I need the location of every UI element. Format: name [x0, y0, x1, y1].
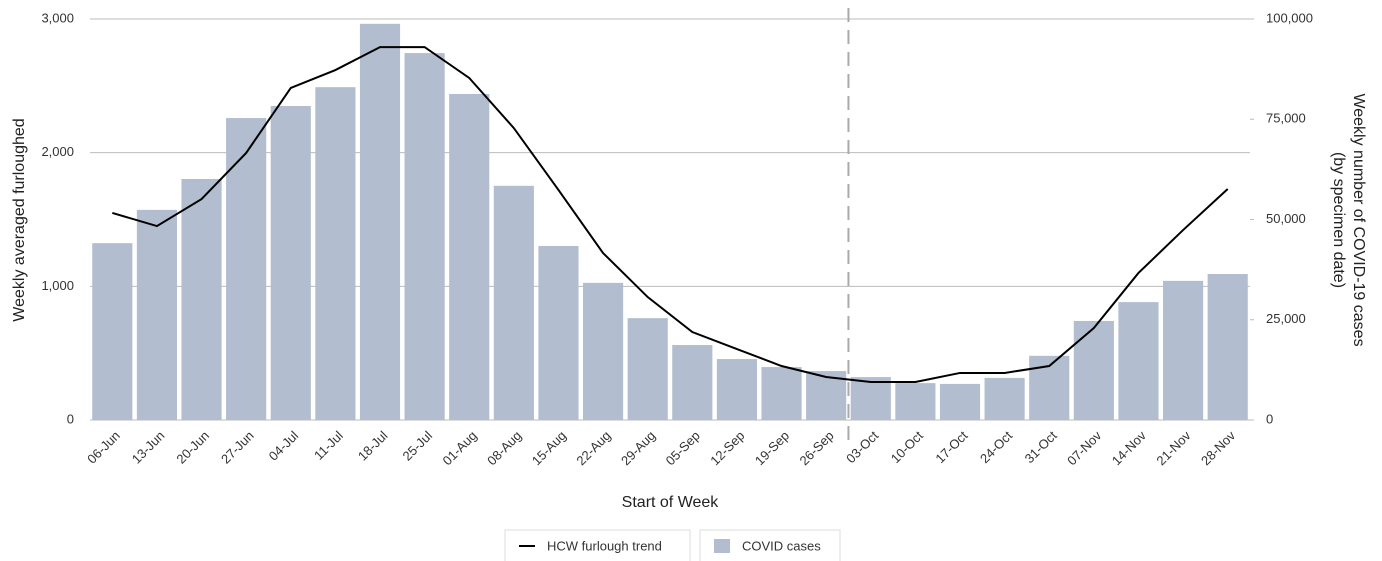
x-axis-title: Start of Week: [622, 494, 720, 511]
bar: [404, 53, 445, 421]
line: [112, 46, 1229, 384]
x-tick-label: 29-Aug: [618, 428, 658, 468]
x-tick-label: 08-Aug: [484, 428, 524, 468]
bar: [449, 93, 490, 420]
bar: [226, 118, 267, 420]
y2-axis-title: (by specimen date): [1330, 152, 1347, 288]
x-tick-label: 25-Jul: [400, 428, 436, 464]
bar: [850, 377, 891, 420]
x-tick-label: 21-Nov: [1153, 428, 1194, 469]
bar: [315, 87, 356, 421]
bar: [895, 383, 936, 420]
bar: [270, 106, 311, 420]
bar: [761, 367, 802, 420]
bar: [984, 377, 1025, 420]
bar: [1207, 274, 1248, 420]
x-tick-label: 01-Aug: [440, 428, 480, 468]
bar: [627, 318, 668, 420]
x-tick-label: 14-Nov: [1109, 428, 1150, 469]
x-tick-label: 17-Oct: [932, 428, 970, 466]
bar: [1118, 302, 1159, 420]
x-tick-label: 26-Sep: [796, 428, 836, 468]
y-tick-label: 1,000: [41, 278, 74, 293]
x-tick-label: 06-Jun: [84, 428, 123, 467]
y-tick-label: 0: [67, 411, 74, 426]
y2-tick-label: 0: [1266, 411, 1273, 426]
bar: [493, 185, 534, 420]
legend-box: [504, 529, 691, 561]
bar: [1163, 280, 1204, 420]
legend-label: COVID cases: [742, 538, 821, 553]
bar: [181, 178, 222, 420]
x-tick-label: 15-Aug: [529, 428, 569, 468]
y2-tick-label: 100,000: [1266, 10, 1313, 25]
x-tick-label: 04-Jul: [266, 428, 302, 464]
x-tick-label: 18-Jul: [355, 428, 391, 464]
x-tick-label: 31-Oct: [1022, 428, 1060, 466]
x-tick-label: 13-Jun: [129, 428, 168, 467]
bar: [939, 383, 981, 420]
bar: [538, 245, 579, 420]
x-tick-label: 24-Oct: [977, 428, 1015, 466]
x-tick-label: 07-Nov: [1064, 428, 1105, 469]
y-axis-title: Weekly averaged furloughed: [11, 118, 28, 321]
bar: [1073, 320, 1114, 420]
bar: [92, 243, 133, 420]
bar: [583, 282, 624, 420]
x-tick-label: 22-Aug: [573, 428, 613, 468]
y2-axis-title: Weekly number of COVID-19 cases: [1350, 93, 1367, 346]
x-tick-label: 20-Jun: [173, 428, 212, 467]
legend-swatch: [714, 539, 730, 553]
y2-tick-label: 50,000: [1266, 211, 1306, 226]
bar: [359, 23, 401, 420]
legend-label: HCW furlough trend: [547, 538, 662, 553]
y2-tick-label: 25,000: [1266, 311, 1306, 326]
bar: [716, 359, 757, 420]
y-tick-label: 2,000: [41, 144, 74, 159]
x-tick-label: 28-Nov: [1198, 428, 1239, 469]
x-tick-label: 12-Sep: [707, 428, 747, 468]
x-tick-label: 10-Oct: [888, 428, 926, 466]
bar: [672, 345, 713, 420]
x-tick-label: 27-Jun: [218, 428, 257, 467]
y-tick-label: 3,000: [41, 10, 74, 25]
bars: [92, 23, 1248, 421]
x-tick-label: 11-Jul: [311, 428, 346, 463]
bar: [136, 209, 177, 420]
x-tick-label: 19-Sep: [752, 428, 792, 468]
x-tick-label: 05-Sep: [663, 428, 703, 468]
y2-tick-label: 75,000: [1266, 111, 1306, 126]
